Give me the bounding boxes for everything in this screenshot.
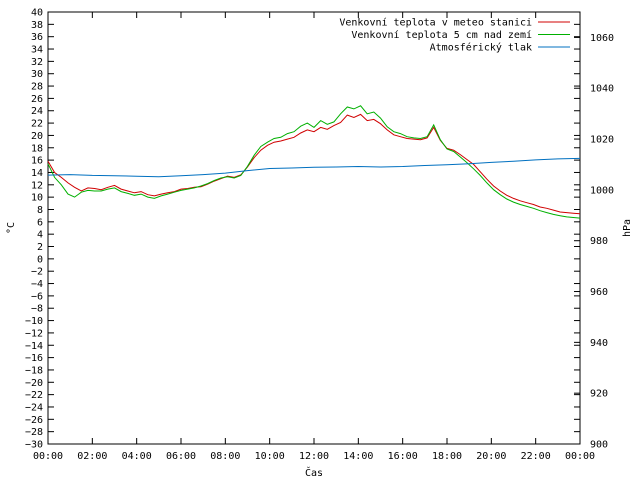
x-tick-label: 08:00: [210, 451, 240, 462]
left-tick-label: 22: [31, 119, 43, 130]
series-layer: [47, 105, 581, 219]
right-tick-label: 1060: [590, 33, 614, 44]
x-tick-label: 16:00: [388, 451, 418, 462]
x-axis-label: Čas: [305, 466, 323, 479]
x-tick-label: 10:00: [255, 451, 285, 462]
x-axis: 00:00 02:00 04:00 06:00 08:00 10:00 12:00 14:00…: [33, 12, 595, 462]
left-tick-label: 24: [31, 106, 43, 117]
left-tick-label: 10: [31, 193, 43, 204]
left-tick-label: 0: [37, 254, 43, 265]
left-tick-label: 32: [31, 57, 43, 68]
left-tick-label: −10: [25, 316, 43, 327]
y-axis-label-left: °C: [6, 222, 17, 234]
left-tick-label: 8: [37, 205, 43, 216]
legend: Venkovní teplota v meteo staniciVenkovní…: [339, 17, 570, 54]
left-tick-label: −26: [25, 415, 43, 426]
left-tick-label: −14: [25, 341, 43, 352]
left-tick-label: −20: [25, 378, 43, 389]
right-tick-label: 960: [590, 287, 608, 298]
plot-frame: [47, 11, 581, 445]
left-tick-label: 18: [31, 143, 43, 154]
x-tick-label: 20:00: [476, 451, 506, 462]
right-tick-label: 1040: [590, 84, 614, 95]
left-tick-label: 16: [31, 156, 43, 167]
left-tick-label: 36: [31, 32, 43, 43]
y-axis-label-right: hPa: [622, 219, 633, 237]
legend-label: Venkovní teplota v meteo stanici: [339, 17, 532, 29]
right-tick-label: 980: [590, 236, 608, 247]
right-tick-label: 1020: [590, 135, 614, 146]
left-tick-label: −4: [31, 279, 43, 290]
left-tick-label: 28: [31, 82, 43, 93]
x-tick-label: 02:00: [77, 451, 107, 462]
right-tick-label: 900: [590, 440, 608, 451]
right-tick-label: 940: [590, 338, 608, 349]
left-tick-label: −18: [25, 365, 43, 376]
legend-label: Atmosférický tlak: [430, 42, 532, 54]
left-tick-label: −2: [31, 267, 43, 278]
left-tick-label: 38: [31, 20, 43, 31]
left-tick-label: −22: [25, 390, 43, 401]
left-tick-label: 34: [31, 45, 43, 56]
left-tick-label: −30: [25, 440, 43, 451]
x-tick-label: 18:00: [432, 451, 462, 462]
left-tick-label: 12: [31, 180, 43, 191]
left-tick-label: −6: [31, 291, 43, 302]
x-tick-label: 12:00: [299, 451, 329, 462]
x-tick-label: 00:00: [33, 451, 63, 462]
x-tick-label: 04:00: [122, 451, 152, 462]
left-tick-label: −12: [25, 328, 43, 339]
x-tick-label: 14:00: [343, 451, 373, 462]
series-line-2: [47, 105, 581, 219]
left-tick-label: 20: [31, 131, 43, 142]
left-tick-label: −8: [31, 304, 43, 315]
right-tick-label: 1000: [590, 185, 614, 196]
left-tick-label: −28: [25, 427, 43, 438]
series-line-3: [47, 157, 581, 178]
left-tick-label: 40: [31, 8, 43, 19]
x-tick-label: 22:00: [521, 451, 551, 462]
left-tick-label: 14: [31, 168, 43, 179]
left-axis: −30−28−26−24−22−20−18−16−14−12−10−8−6−4−…: [25, 8, 580, 451]
left-tick-label: 30: [31, 69, 43, 80]
right-tick-label: 920: [590, 389, 608, 400]
right-axis: 900 920 940 960 980 1000 1020 1040 1060: [574, 33, 614, 451]
left-tick-label: 4: [37, 230, 43, 241]
x-tick-label: 06:00: [166, 451, 196, 462]
left-tick-label: 6: [37, 217, 43, 228]
left-tick-label: −16: [25, 353, 43, 364]
x-tick-label: 00:00: [565, 451, 595, 462]
series-line-1: [47, 113, 581, 215]
left-tick-label: 26: [31, 94, 43, 105]
legend-label: Venkovní teplota 5 cm nad zemí: [351, 29, 532, 41]
left-tick-label: 2: [37, 242, 43, 253]
left-tick-label: −24: [25, 402, 43, 413]
